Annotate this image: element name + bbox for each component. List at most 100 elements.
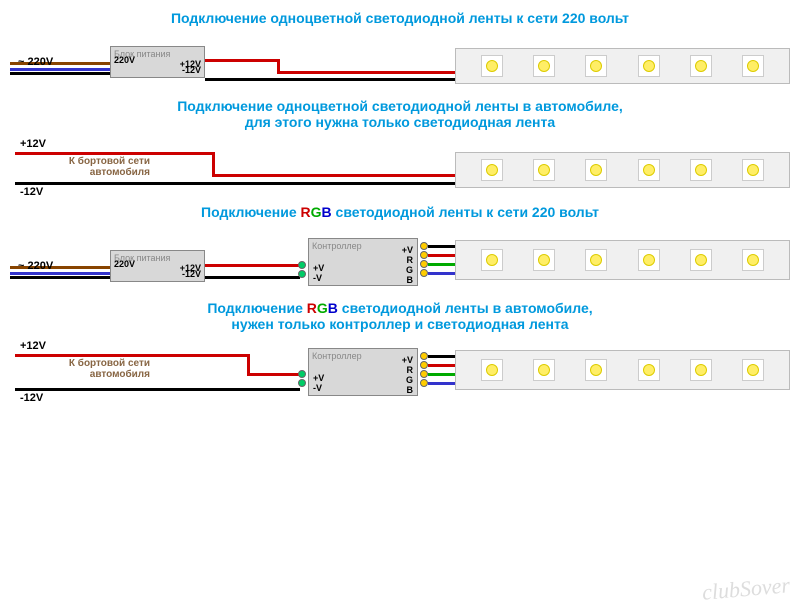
led [742,249,764,271]
pins-ctrl-in-4 [298,370,306,387]
diagram-4: +12V К бортовой сети автомобиля -12V Кон… [0,340,800,410]
title-2: Подключение одноцветной светодиодной лен… [0,98,800,130]
wire-black-2 [15,182,455,185]
psu-m12-3: -12V [182,269,201,279]
pins-ctrl-in [298,261,306,278]
label-p12-car4: +12V [20,340,46,352]
wire-r-4 [428,364,455,367]
led [533,359,555,381]
wire-r-3 [428,254,455,257]
led [742,159,764,181]
psu-220: 220V [114,55,135,65]
ctrl-pvo-3: +V [402,245,413,255]
ctrl-pvo-4: +V [402,355,413,365]
led [638,159,660,181]
title-2b: для этого нужна только светодиодная лент… [245,114,555,130]
led [481,359,503,381]
ctrl-g-4: G [406,375,413,385]
title-3: Подключение RGB светодиодной ленты к сет… [0,204,800,220]
led [585,55,607,77]
led [585,249,607,271]
label-car: К бортовой сети автомобиля [30,156,150,178]
led [533,55,555,77]
controller-box-4: Контроллер +V -V +V R G B [308,348,418,396]
label-m12-car: -12V [20,186,43,198]
wire-underline-220 [10,72,110,75]
title-4: Подключение RGB светодиодной ленты в авт… [0,300,800,332]
ctrl-g-3: G [406,265,413,275]
led [481,55,503,77]
diagram-3: ~ 220V Блок питания 220V +12V -12V Контр… [0,228,800,298]
ctrl-r-4: R [407,365,414,375]
t4a-post: светодиодной ленты в автомобиле, [338,300,593,316]
watermark: clubSover [701,572,791,606]
ctrl-b-3: B [407,275,414,285]
t3-post: светодиодной ленты к сети 220 вольт [332,204,599,220]
wire-v-4 [428,355,455,358]
wire-red-2c [212,174,455,177]
label-p12-car: +12V [20,138,46,150]
pins-ctrl-out-4 [420,352,428,387]
ctrl-label-3: Контроллер [312,241,362,251]
wire-black-1 [205,78,455,81]
led [638,55,660,77]
rgb-b4: B [328,300,338,316]
wire-v-3 [428,245,455,248]
rgb-r4: R [307,300,317,316]
wire-red-4a [15,354,250,357]
title-2a: Подключение одноцветной светодиодной лен… [177,98,623,114]
wire-underline-3 [10,276,110,279]
led [742,359,764,381]
wire-red-1a [205,59,280,62]
led-strip-4 [455,350,790,390]
label-car-4: К бортовой сети автомобиля [30,358,150,380]
wire-b-3 [428,272,455,275]
led [638,249,660,271]
ctrl-pv-4: +V [313,373,324,383]
title-1: Подключение одноцветной светодиодной лен… [0,10,800,26]
led [533,249,555,271]
diagram-2: +12V К бортовой сети автомобиля -12V [0,138,800,198]
led-strip-1 [455,48,790,84]
wire-black-4 [15,388,300,391]
t4b: нужен только контроллер и светодиодная л… [231,316,568,332]
label-220v: ~ 220V [18,56,53,68]
led [690,249,712,271]
ctrl-pv-3: +V [313,263,324,273]
wire-red-4c [247,373,300,376]
rgb-g: G [311,204,322,220]
label-m12-car4: -12V [20,392,43,404]
led-strip-3 [455,240,790,280]
controller-box-3: Контроллер +V -V +V R G B [308,238,418,286]
rgb-b: B [322,204,332,220]
led [690,55,712,77]
wire-g-3 [428,263,455,266]
ctrl-mv-4: -V [313,383,322,393]
ctrl-mv-3: -V [313,273,322,283]
wire-b-4 [428,382,455,385]
wire-red-3 [205,264,300,267]
led [742,55,764,77]
wire-red-2a [15,152,215,155]
led [585,159,607,181]
led [481,249,503,271]
t4a-pre: Подключение [207,300,306,316]
ctrl-b-4: B [407,385,414,395]
label-220v-3: ~ 220V [18,260,53,272]
led [690,159,712,181]
wire-g-4 [428,373,455,376]
psu-box: Блок питания 220V +12V -12V [110,46,205,78]
ctrl-r-3: R [407,255,414,265]
led [690,359,712,381]
led-strip-2 [455,152,790,188]
led [638,359,660,381]
psu-m12: -12V [182,65,201,75]
rgb-g4: G [317,300,328,316]
led [533,159,555,181]
wire-red-1c [277,71,455,74]
wire-blue-3 [10,272,110,275]
led [481,159,503,181]
rgb-r: R [301,204,311,220]
psu-box-3: Блок питания 220V +12V -12V [110,250,205,282]
ctrl-label-4: Контроллер [312,351,362,361]
